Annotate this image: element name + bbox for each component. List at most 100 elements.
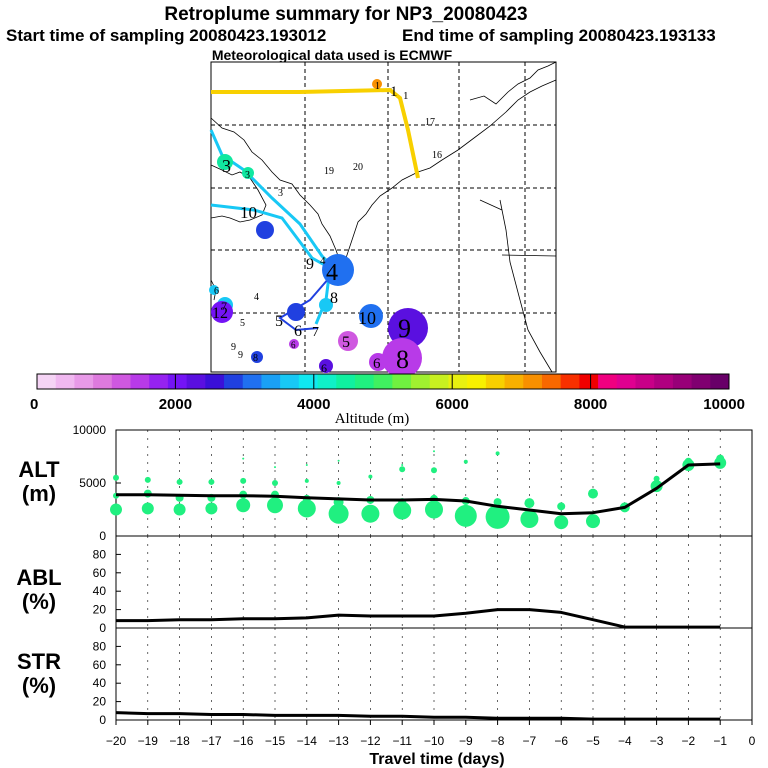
colorbar-swatch xyxy=(616,374,636,389)
colorbar-swatch xyxy=(242,374,262,389)
panel-frame xyxy=(115,627,753,721)
x-tick-label: −8 xyxy=(491,734,505,748)
map-label: 10 xyxy=(240,203,257,222)
colorbar-tick-label: 6000 xyxy=(436,396,469,413)
alt-scatter-point xyxy=(393,501,412,520)
map-label: 9 xyxy=(238,350,243,361)
trajectory-map: 1 1 1 17 16 19 20 3 3 3 10 9 4 4 8 10 9 … xyxy=(209,61,557,378)
colorbar-swatch xyxy=(635,374,655,389)
alt-scatter-point xyxy=(205,502,218,515)
map-label: 1 xyxy=(390,84,398,100)
x-tick-label: −6 xyxy=(554,734,568,748)
alt-scatter-point xyxy=(495,451,500,456)
y-tick-label: 20 xyxy=(93,695,107,709)
colorbar-tick-label: 4000 xyxy=(297,396,330,413)
colorbar-swatch xyxy=(504,374,524,389)
alt-scatter-point xyxy=(588,488,598,499)
map-markers xyxy=(209,79,428,378)
series-line xyxy=(116,608,721,629)
colorbar-swatch xyxy=(149,374,169,389)
colorbar-swatch xyxy=(336,374,356,389)
colorbar-swatch xyxy=(392,374,412,389)
alt-scatter-point xyxy=(267,497,283,514)
y-tick-label: 5000 xyxy=(79,476,106,490)
colorbar-swatch xyxy=(205,374,225,389)
map-label: 3 xyxy=(245,170,250,181)
y-tick-label: 40 xyxy=(93,584,107,598)
colorbar-swatch xyxy=(541,374,562,389)
map-label: 4 xyxy=(254,292,259,303)
coastline xyxy=(210,61,557,373)
y-tick-label: 20 xyxy=(93,603,107,617)
x-tick-label: −12 xyxy=(360,734,381,748)
map-label: 6 xyxy=(321,361,327,375)
alt-scatter-point xyxy=(554,515,569,530)
alt-scatter-point xyxy=(113,474,119,481)
trajectory-yellow xyxy=(211,87,420,179)
colorbar-swatch xyxy=(298,374,319,389)
map-label: 10 xyxy=(358,308,376,328)
alt-scatter-point xyxy=(141,502,154,515)
alt-scatter-point xyxy=(274,466,276,469)
map-label: 8 xyxy=(330,290,338,307)
alt-label-bottom: (m) xyxy=(22,481,56,506)
abl-label-top: ABL xyxy=(16,565,61,590)
y-tick-label: 80 xyxy=(93,547,107,561)
colorbar-swatch xyxy=(280,374,300,389)
trajectory-cyan-2 xyxy=(210,203,331,270)
colorbar-swatch xyxy=(579,374,599,389)
map-grid xyxy=(211,62,556,372)
alt-scatter-point xyxy=(653,475,660,482)
trajectory-blue xyxy=(278,269,337,332)
series-line xyxy=(116,462,721,516)
altitude-colorbar: 0 2000 4000 6000 8000 10000 Altitude (m) xyxy=(30,373,745,427)
map-label: 6 xyxy=(214,286,219,297)
panel-frame xyxy=(115,535,753,629)
map-label: 3 xyxy=(278,188,283,199)
colorbar-swatch xyxy=(560,374,580,389)
colorbar-swatch xyxy=(411,374,431,389)
colorbar-swatch xyxy=(448,374,468,389)
abl-label-bottom: (%) xyxy=(22,589,56,614)
alt-scatter-point xyxy=(361,504,380,523)
x-tick-label: −17 xyxy=(201,734,222,748)
colorbar-swatch xyxy=(224,374,244,389)
alt-scatter-point xyxy=(524,498,535,509)
alt-scatter-point xyxy=(337,459,340,462)
colorbar-swatch xyxy=(111,374,132,389)
alt-scatter-point xyxy=(242,457,245,460)
map-label: 8 xyxy=(253,353,258,364)
map-label: 8 xyxy=(396,345,409,374)
map-label: 1 xyxy=(403,90,409,102)
y-tick-label: 80 xyxy=(93,639,107,653)
map-label: 16 xyxy=(432,150,442,161)
alt-scatter-point xyxy=(463,459,468,464)
map-label: 17 xyxy=(425,117,435,128)
alt-scatter-point xyxy=(454,504,477,527)
map-label: 5 xyxy=(240,318,245,329)
map-label: 20 xyxy=(353,162,363,173)
alt-scatter-point xyxy=(401,463,404,466)
str-label-bottom: (%) xyxy=(22,673,56,698)
alt-scatter-point xyxy=(240,477,247,484)
colorbar-swatch xyxy=(167,374,188,389)
map-label: 9 xyxy=(231,342,236,353)
map-label: 12 xyxy=(212,305,228,322)
map-label: 9 xyxy=(398,314,411,343)
x-tick-label: 0 xyxy=(749,734,756,748)
colorbar-swatch xyxy=(654,374,674,389)
alt-scatter-point xyxy=(236,498,251,513)
x-tick-label: −19 xyxy=(138,734,159,748)
map-label: 9 xyxy=(306,256,314,273)
colorbar-tick-label: 8000 xyxy=(574,396,607,413)
map-label: 19 xyxy=(324,166,334,177)
alt-scatter-point xyxy=(716,454,725,463)
colorbar-tick-label: 10000 xyxy=(703,396,745,413)
colorbar-swatch xyxy=(37,374,57,389)
alt-scatter-point xyxy=(368,474,373,479)
x-tick-label: −18 xyxy=(169,734,190,748)
x-tick-label: −16 xyxy=(233,734,254,748)
colorbar-swatch xyxy=(354,374,375,389)
x-axis-label: Travel time (days) xyxy=(369,751,504,768)
alt-scatter-point xyxy=(493,498,502,507)
